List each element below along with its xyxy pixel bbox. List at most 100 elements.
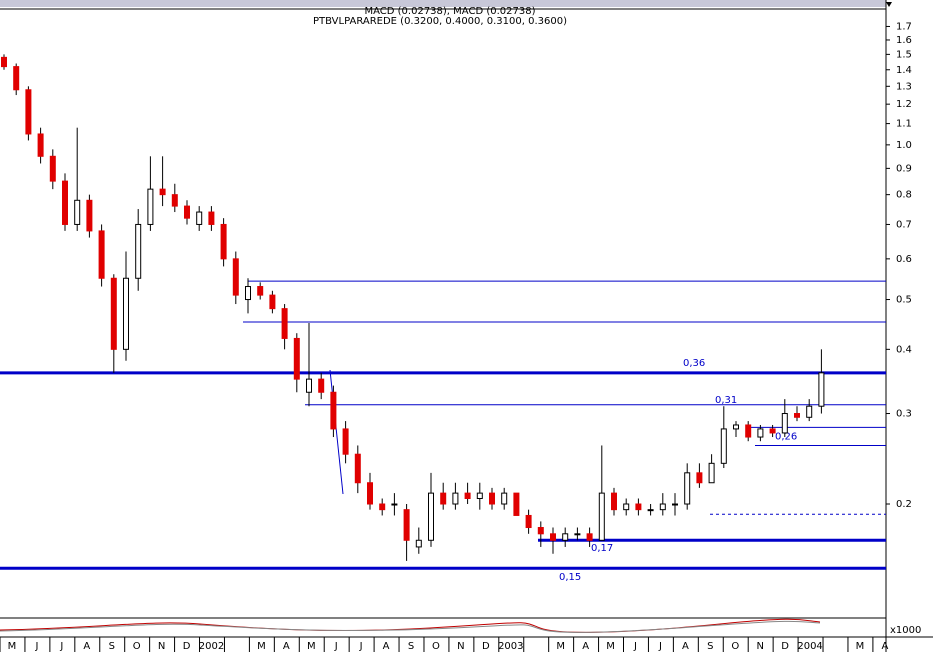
x-tick-label: M <box>307 641 316 652</box>
candle-body <box>62 180 68 225</box>
candle-body <box>647 509 654 512</box>
candle-body <box>25 89 32 135</box>
x-tick-label: A <box>383 641 390 652</box>
candle-body <box>196 211 203 225</box>
candle-body <box>257 286 264 296</box>
candle-body <box>269 294 276 310</box>
candle-body <box>306 378 312 393</box>
x-tick-label: A <box>582 641 589 652</box>
x-tick-label: N <box>457 641 464 652</box>
y-tick-label: 0.5 <box>896 295 912 306</box>
y-tick-label: 0.9 <box>896 163 912 174</box>
candle-body <box>86 199 93 232</box>
x-tick-label: J <box>633 641 637 652</box>
candle-body <box>696 472 703 484</box>
candle-body <box>586 533 593 541</box>
x-tick-label: M <box>8 641 17 652</box>
candle-body <box>245 286 251 301</box>
y-tick-label: 1.1 <box>896 119 912 130</box>
candle-body <box>513 492 520 516</box>
y-tick-label: 1.4 <box>896 65 912 76</box>
x-tick-label: A <box>83 641 90 652</box>
candle-body <box>330 391 337 430</box>
x-tick-label: J <box>334 641 338 652</box>
candle-body <box>769 428 776 434</box>
candle-body <box>757 428 764 438</box>
candle-body <box>672 503 678 506</box>
candle-body <box>806 405 813 418</box>
candle-body <box>733 424 739 430</box>
x-tick-label: J <box>34 641 38 652</box>
x-tick-label: A <box>682 641 689 652</box>
candle-body <box>342 428 349 455</box>
candle-body <box>476 492 483 499</box>
x-tick-label: M <box>257 641 266 652</box>
scroll-arrow[interactable] <box>886 2 892 7</box>
y-tick-label: 1.3 <box>896 81 912 92</box>
x-tick-label: O <box>133 641 141 652</box>
level-label: 0,31 <box>715 395 737 406</box>
x-tick-label: 2002 <box>199 641 224 652</box>
trend-line <box>329 369 344 495</box>
x-tick-label: D <box>482 641 490 652</box>
candle-body <box>501 492 508 505</box>
candle-body <box>159 188 166 196</box>
candle-body <box>37 133 44 157</box>
top-strip <box>0 0 886 7</box>
candle-body <box>745 424 752 438</box>
candle-body <box>525 514 532 529</box>
x-tick-label: D <box>183 641 191 652</box>
candle-body <box>13 66 20 91</box>
candle-body <box>794 413 800 418</box>
candle-body <box>293 337 300 380</box>
candle-body <box>415 539 422 548</box>
x-tick-label: N <box>158 641 165 652</box>
candle-body <box>354 453 361 484</box>
candle-body <box>281 308 288 339</box>
panel-label: x1000 <box>890 625 921 636</box>
candle-body <box>550 533 556 541</box>
level-label: 0,26 <box>775 431 797 442</box>
x-tick-label: S <box>109 641 115 652</box>
candle-body <box>147 188 154 225</box>
candle-body <box>403 509 410 541</box>
y-tick-label: 1.2 <box>896 99 912 110</box>
candle-body <box>184 205 190 219</box>
y-tick-label: 0.3 <box>896 409 912 420</box>
level-label: 0,17 <box>591 543 613 554</box>
candle-body <box>464 492 471 499</box>
y-tick-label: 1.0 <box>896 140 912 151</box>
y-tick-label: 0.7 <box>896 219 912 230</box>
candle-body <box>635 503 642 511</box>
x-tick-label: M <box>556 641 565 652</box>
candle-body <box>98 230 105 279</box>
candle-body <box>1 56 7 68</box>
candle-body <box>232 258 239 296</box>
x-tick-label: N <box>756 641 763 652</box>
x-tick-label: A <box>283 641 290 652</box>
y-tick-label: 1.7 <box>896 21 912 32</box>
y-tick-label: 1.6 <box>896 35 912 46</box>
candle-body <box>781 413 788 434</box>
candle-body <box>49 155 56 182</box>
y-tick-label: 0.6 <box>896 254 912 265</box>
x-tick-label: J <box>658 641 662 652</box>
candle-body <box>318 378 325 393</box>
x-tick-label: 2004 <box>797 641 822 652</box>
x-tick-label: S <box>707 641 713 652</box>
x-tick-label: O <box>731 641 739 652</box>
candle-body <box>440 492 447 505</box>
x-tick-label: 2003 <box>498 641 523 652</box>
candle-body <box>367 482 373 505</box>
candle-body <box>537 527 544 535</box>
x-tick-label: D <box>781 641 789 652</box>
candle-body <box>574 533 581 536</box>
candle-body <box>720 428 727 464</box>
x-tick-label: O <box>432 641 440 652</box>
candle-body <box>611 492 617 511</box>
candle-body <box>623 503 630 511</box>
x-tick-label: J <box>359 641 363 652</box>
x-tick-label: A <box>881 641 888 652</box>
